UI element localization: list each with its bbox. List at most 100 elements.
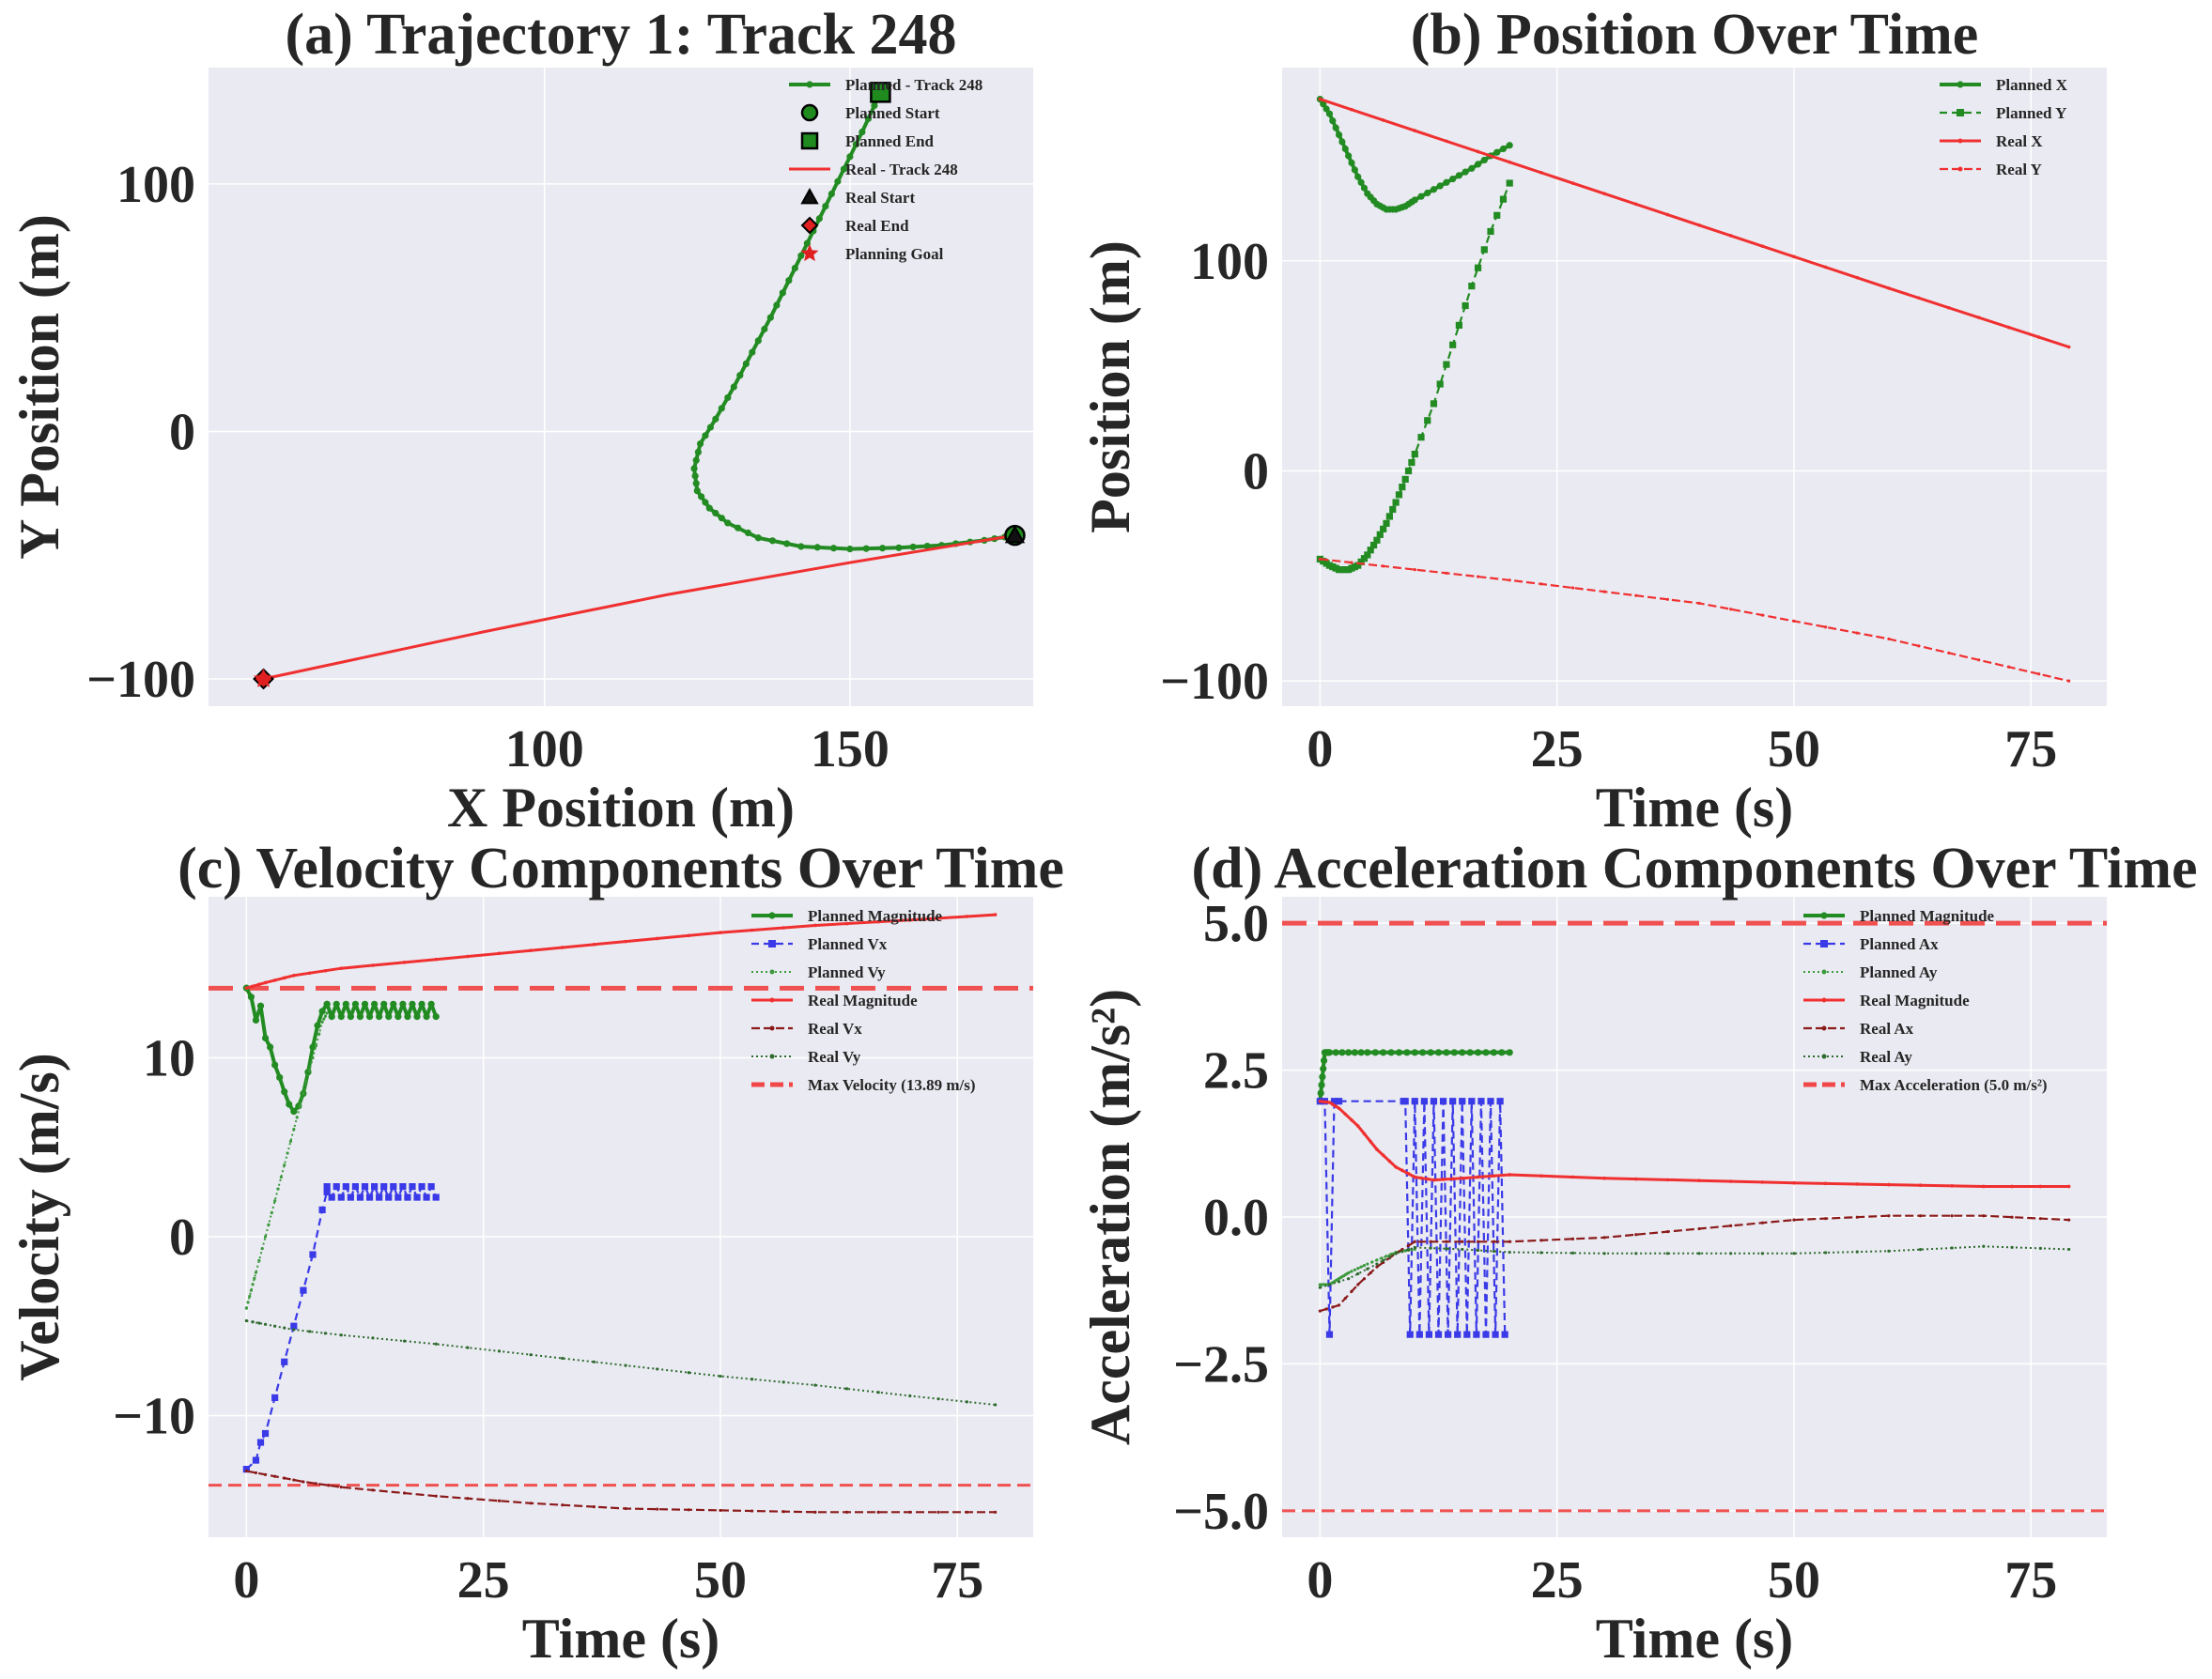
data-point xyxy=(466,1346,470,1349)
data-point xyxy=(1445,1240,1448,1243)
data-point xyxy=(592,1505,596,1509)
legend-label: Real - Track 248 xyxy=(845,161,958,178)
legend-swatch-marker xyxy=(1820,912,1828,919)
legend-label: Real Start xyxy=(845,189,915,207)
data-point xyxy=(1345,1049,1353,1056)
data-point xyxy=(828,190,835,198)
data-point xyxy=(1395,491,1403,499)
data-point xyxy=(1318,1286,1322,1289)
data-point xyxy=(1887,1214,1891,1218)
data-point xyxy=(803,239,811,247)
data-point xyxy=(781,1510,785,1514)
data-point xyxy=(1392,499,1400,506)
data-point xyxy=(1320,1065,1327,1072)
data-point xyxy=(2038,1217,2042,1221)
data-point xyxy=(592,1360,596,1363)
data-point xyxy=(1443,178,1450,186)
x-tick-label: 0 xyxy=(233,1551,259,1610)
data-point xyxy=(592,943,596,947)
legend-label: Planned End xyxy=(845,132,935,150)
data-point xyxy=(1375,1258,1379,1262)
data-point xyxy=(1325,110,1334,117)
data-point xyxy=(1665,1178,1670,1182)
data-point xyxy=(273,1199,277,1203)
data-point xyxy=(1455,321,1462,329)
data-point xyxy=(394,1013,402,1021)
data-point xyxy=(761,325,768,333)
chart-panel-b: 0 25 50 75 −100 0 100 (b) Position Over Time Tim… xyxy=(1079,3,2107,839)
marker-planned-end xyxy=(870,82,891,103)
data-point xyxy=(1425,1331,1433,1338)
data-point xyxy=(1855,631,1859,635)
data-point xyxy=(1499,195,1508,203)
data-point xyxy=(290,1108,298,1116)
data-point xyxy=(1337,1303,1341,1307)
data-point xyxy=(1413,568,1416,572)
data-point xyxy=(878,545,887,552)
data-point xyxy=(385,1194,393,1201)
data-point xyxy=(1490,1049,1497,1056)
data-point xyxy=(1539,1251,1543,1255)
data-point xyxy=(1454,1331,1462,1338)
data-point xyxy=(1347,1277,1351,1281)
data-point xyxy=(251,1320,255,1324)
x-tick-label: 100 xyxy=(505,720,584,778)
data-point xyxy=(994,1510,998,1514)
data-point xyxy=(292,974,296,978)
data-point xyxy=(1508,160,1512,164)
data-point xyxy=(2038,1184,2043,1189)
data-point xyxy=(248,1294,252,1299)
data-point xyxy=(314,1044,317,1048)
legend-swatch-marker xyxy=(1821,1054,1827,1059)
data-point xyxy=(1508,578,1511,582)
legend-label: Real Ax xyxy=(1860,1020,1914,1038)
data-point xyxy=(1373,536,1381,544)
data-point xyxy=(1760,1252,1764,1255)
data-point xyxy=(846,153,854,161)
data-point xyxy=(1459,1049,1466,1056)
legend-swatch-marker xyxy=(1957,81,1964,88)
data-point xyxy=(781,1380,785,1384)
legend-item: Planned Vy xyxy=(751,963,886,981)
data-point xyxy=(317,1032,321,1036)
legend-swatch-marker xyxy=(769,997,775,1003)
data-point xyxy=(281,1358,288,1365)
data-point xyxy=(1487,1098,1494,1105)
y-tick-label: −5.0 xyxy=(1173,1483,1269,1541)
data-point xyxy=(1947,651,1951,655)
data-point xyxy=(273,1474,277,1478)
data-point xyxy=(246,1301,250,1304)
legend-item: Planned Vx xyxy=(751,935,888,953)
data-point xyxy=(712,415,719,423)
x-axis-label: Time (s) xyxy=(522,1608,720,1670)
data-point xyxy=(497,951,502,956)
data-point xyxy=(1466,1049,1474,1056)
data-point xyxy=(687,1508,690,1512)
series-group xyxy=(209,913,1033,1514)
data-point xyxy=(719,1374,722,1379)
legend-swatch-marker xyxy=(1821,969,1827,975)
data-point xyxy=(1887,637,1891,641)
data-point xyxy=(1330,1098,1338,1105)
legend-item: Planned Magnitude xyxy=(751,907,943,925)
legend-label: Planned Start xyxy=(845,104,940,122)
x-tick-label: 75 xyxy=(2004,1551,2057,1610)
x-axis-label: X Position (m) xyxy=(447,777,795,839)
data-point xyxy=(1468,164,1476,172)
data-point xyxy=(342,1000,349,1008)
data-point xyxy=(333,1183,340,1191)
data-point xyxy=(781,926,786,930)
data-point xyxy=(1439,1098,1447,1105)
data-point xyxy=(1455,172,1462,179)
data-point xyxy=(1318,557,1322,562)
data-point xyxy=(797,543,805,550)
data-point xyxy=(1430,1098,1438,1105)
legend-label: Max Acceleration (5.0 m/s²) xyxy=(1860,1076,2048,1094)
data-point xyxy=(1474,161,1482,168)
data-point xyxy=(1429,1246,1432,1250)
data-point xyxy=(302,1480,305,1484)
data-point xyxy=(736,372,744,379)
data-point xyxy=(1665,212,1670,217)
data-point xyxy=(1341,145,1349,153)
series-group xyxy=(1282,920,2107,1513)
